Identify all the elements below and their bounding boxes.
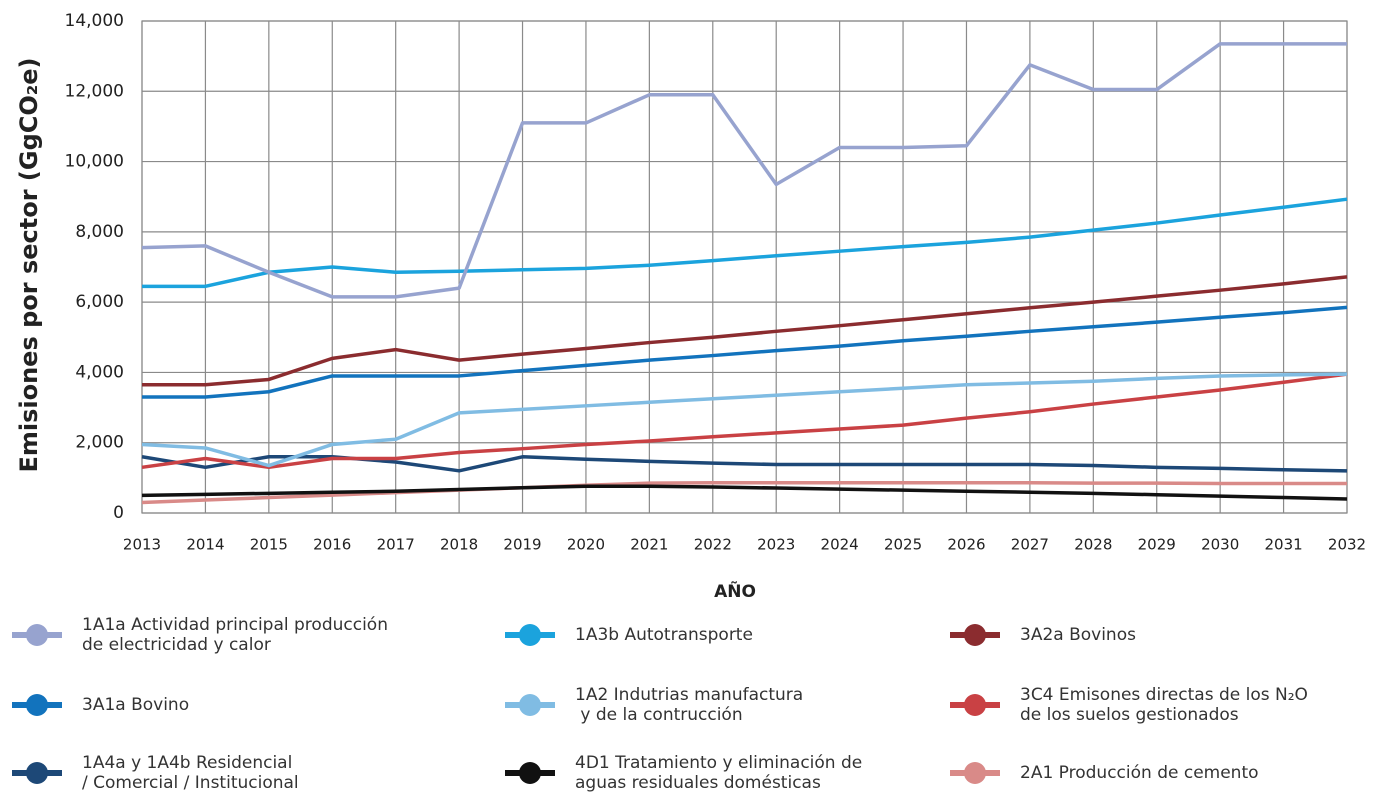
x-tick-label: 2032 <box>1328 536 1366 554</box>
x-tick-label: 2013 <box>123 536 161 554</box>
legend-marker <box>519 624 541 646</box>
y-tick-label: 12,000 <box>65 81 124 101</box>
x-tick-label: 2023 <box>757 536 795 554</box>
legend-marker <box>519 762 541 784</box>
x-tick-label: 2014 <box>186 536 224 554</box>
plot-border <box>141 20 1348 514</box>
x-tick-label: 2017 <box>377 536 415 554</box>
x-tick-label: 2031 <box>1264 536 1302 554</box>
x-tick-label: 2029 <box>1138 536 1176 554</box>
legend-marker <box>964 624 986 646</box>
legend-marker <box>964 762 986 784</box>
y-tick-label: 10,000 <box>65 152 124 172</box>
legend-label: 3A1a Bovino <box>82 695 189 715</box>
legend-marker <box>26 694 48 716</box>
legend-label: 3C4 Emisones directas de los N₂O de los s… <box>1020 685 1308 725</box>
legend-label: 2A1 Producción de cemento <box>1020 763 1259 783</box>
x-tick-label: 2016 <box>313 536 351 554</box>
y-tick-label: 4,000 <box>75 362 124 382</box>
legend-label: 1A1a Actividad principal producción de el… <box>82 615 388 655</box>
legend-label: 1A2 Indutrias manufactura y de la contru… <box>575 685 803 725</box>
y-tick-label: 2,000 <box>75 433 124 453</box>
legend-marker <box>519 694 541 716</box>
legend-label: 4D1 Tratamiento y eliminación de aguas re… <box>575 753 862 793</box>
x-axis-label: AÑO <box>714 579 756 602</box>
legend-label: 3A2a Bovinos <box>1020 625 1136 645</box>
x-tick-label: 2020 <box>567 536 605 554</box>
x-tick-label: 2025 <box>884 536 922 554</box>
legend-marker <box>26 624 48 646</box>
series-line <box>142 275 1348 387</box>
series-line <box>142 305 1348 399</box>
series-line <box>141 484 1348 501</box>
x-tick-label: 2026 <box>947 536 985 554</box>
y-tick-label: 14,000 <box>65 11 124 31</box>
y-tick-label: 8,000 <box>75 222 124 242</box>
series-line <box>141 372 1348 470</box>
y-tick-label: 0 <box>113 503 124 523</box>
x-tick-label: 2022 <box>694 536 732 554</box>
x-tick-label: 2027 <box>1011 536 1049 554</box>
legend-label: 1A3b Autotransporte <box>575 625 753 645</box>
x-tick-label: 2018 <box>440 536 478 554</box>
legend-marker <box>964 694 986 716</box>
x-tick-label: 2015 <box>250 536 288 554</box>
x-tick-label: 2019 <box>503 536 541 554</box>
series-line <box>141 42 1347 299</box>
series-line <box>141 372 1348 468</box>
x-tick-label: 2024 <box>821 536 859 554</box>
y-tick-label: 6,000 <box>75 292 124 312</box>
x-tick-label: 2030 <box>1201 536 1239 554</box>
legend-label: 1A4a y 1A4b Residencial / Comercial / Ins… <box>82 753 299 793</box>
legend-marker <box>26 762 48 784</box>
series-line <box>142 197 1348 289</box>
y-axis-label: Emisiones por sector (GgCO₂e) <box>15 57 43 472</box>
x-tick-label: 2028 <box>1074 536 1112 554</box>
series-line <box>141 481 1347 505</box>
x-tick-label: 2021 <box>630 536 668 554</box>
